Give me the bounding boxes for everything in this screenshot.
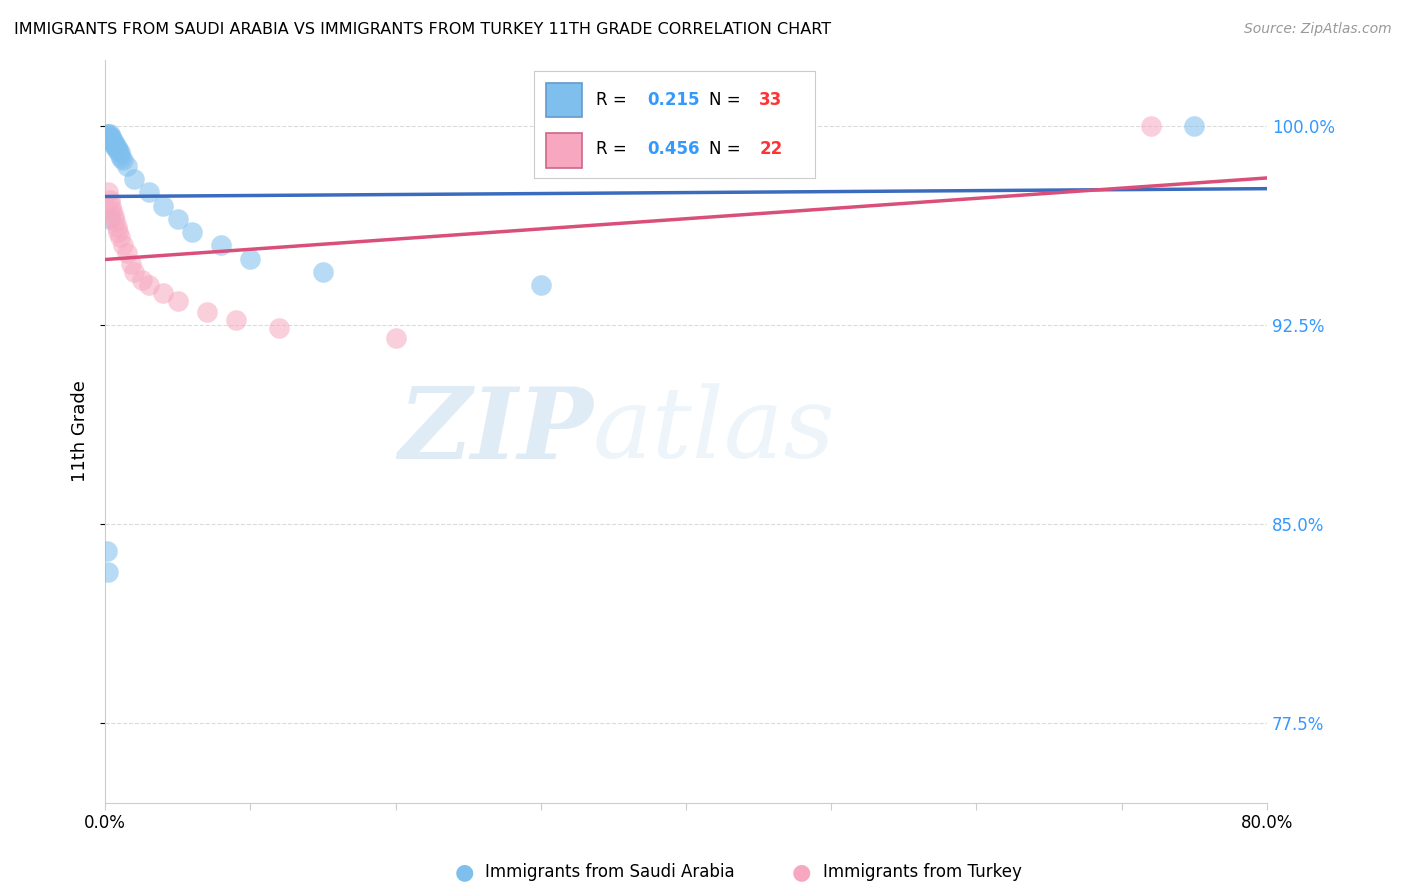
Point: [122, 172, 145, 186]
Point: [101, 135, 124, 149]
Point: [138, 278, 160, 293]
Point: [97, 565, 120, 579]
Point: [96, 543, 118, 558]
Point: [101, 132, 124, 146]
Point: [98, 129, 121, 144]
Point: [98, 193, 121, 207]
Text: 0.456: 0.456: [647, 141, 699, 159]
Text: 22: 22: [759, 141, 783, 159]
Text: 33: 33: [759, 91, 783, 109]
Point: [1182, 119, 1205, 133]
Point: [209, 238, 232, 252]
Point: [105, 140, 128, 154]
Point: [108, 145, 131, 160]
Point: [120, 257, 142, 271]
Point: [122, 265, 145, 279]
Point: [166, 211, 188, 226]
Point: [107, 225, 129, 239]
Point: [105, 143, 128, 157]
Point: [104, 137, 127, 152]
Point: [100, 129, 122, 144]
Point: [152, 286, 174, 301]
Text: Immigrants from Turkey: Immigrants from Turkey: [823, 863, 1021, 881]
Text: Immigrants from Saudi Arabia: Immigrants from Saudi Arabia: [485, 863, 735, 881]
Point: [105, 219, 128, 234]
Point: [239, 252, 262, 266]
Point: [103, 209, 125, 223]
Point: [100, 132, 122, 146]
Text: ●: ●: [792, 863, 811, 882]
Point: [530, 278, 553, 293]
Text: Source: ZipAtlas.com: Source: ZipAtlas.com: [1244, 22, 1392, 37]
Text: atlas: atlas: [593, 384, 837, 479]
Point: [108, 230, 131, 244]
Point: [166, 294, 188, 309]
Text: ZIP: ZIP: [398, 383, 593, 479]
Point: [111, 153, 134, 168]
Point: [115, 246, 138, 260]
Point: [131, 273, 153, 287]
Point: [98, 211, 121, 226]
Text: N =: N =: [709, 141, 745, 159]
Point: [97, 186, 120, 200]
Point: [269, 320, 291, 334]
Point: [181, 225, 204, 239]
Point: [152, 198, 174, 212]
Text: 0.215: 0.215: [647, 91, 699, 109]
Point: [107, 143, 129, 157]
Point: [101, 203, 124, 218]
Text: R =: R =: [596, 141, 633, 159]
Text: ●: ●: [454, 863, 474, 882]
Point: [104, 214, 127, 228]
Point: [1139, 119, 1161, 133]
Point: [108, 148, 131, 162]
Point: [104, 140, 127, 154]
Point: [384, 331, 406, 345]
FancyBboxPatch shape: [546, 134, 582, 168]
Point: [96, 127, 118, 141]
Y-axis label: 11th Grade: 11th Grade: [72, 380, 89, 482]
Text: R =: R =: [596, 91, 633, 109]
Text: N =: N =: [709, 91, 745, 109]
Point: [98, 127, 121, 141]
Point: [97, 127, 120, 141]
FancyBboxPatch shape: [546, 83, 582, 118]
Text: IMMIGRANTS FROM SAUDI ARABIA VS IMMIGRANTS FROM TURKEY 11TH GRADE CORRELATION CH: IMMIGRANTS FROM SAUDI ARABIA VS IMMIGRAN…: [14, 22, 831, 37]
Point: [225, 312, 247, 326]
Point: [103, 137, 125, 152]
Point: [312, 265, 335, 279]
Point: [111, 238, 134, 252]
Point: [195, 304, 218, 318]
Point: [138, 186, 160, 200]
Point: [103, 135, 125, 149]
Point: [110, 151, 132, 165]
Point: [100, 198, 122, 212]
Point: [115, 159, 138, 173]
